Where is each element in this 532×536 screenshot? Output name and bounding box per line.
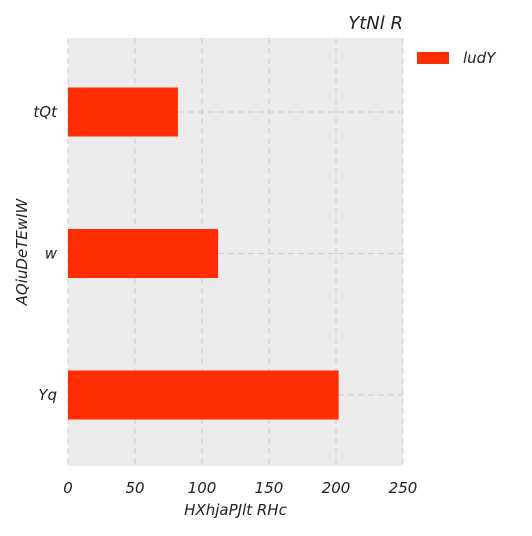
x-axis-label: HXhjaPJlt RHc — [184, 501, 287, 519]
bar — [68, 370, 339, 420]
bars — [68, 87, 339, 420]
bar — [68, 87, 178, 137]
legend: ludY — [417, 49, 497, 67]
y-axis-label: AQiuDeTEwIW — [13, 197, 31, 306]
y-tick-label: w — [45, 245, 58, 263]
x-tick-label: 50 — [125, 479, 144, 497]
x-tick-label: 250 — [389, 479, 418, 497]
x-tick-label: 200 — [322, 479, 351, 497]
x-tick-label: 150 — [255, 479, 284, 497]
y-tick-label: tQt — [33, 103, 58, 121]
x-tick-label: 0 — [63, 479, 73, 497]
y-tick-label: Yq — [38, 386, 57, 404]
x-tick-label: 100 — [188, 479, 217, 497]
axis-ticks: 0 50 100 150 200 250 tQt w Yq — [33, 103, 417, 497]
legend-label: ludY — [463, 49, 497, 67]
legend-swatch — [417, 52, 449, 64]
chart-title: YtNl R — [348, 13, 403, 34]
bar — [68, 229, 219, 278]
